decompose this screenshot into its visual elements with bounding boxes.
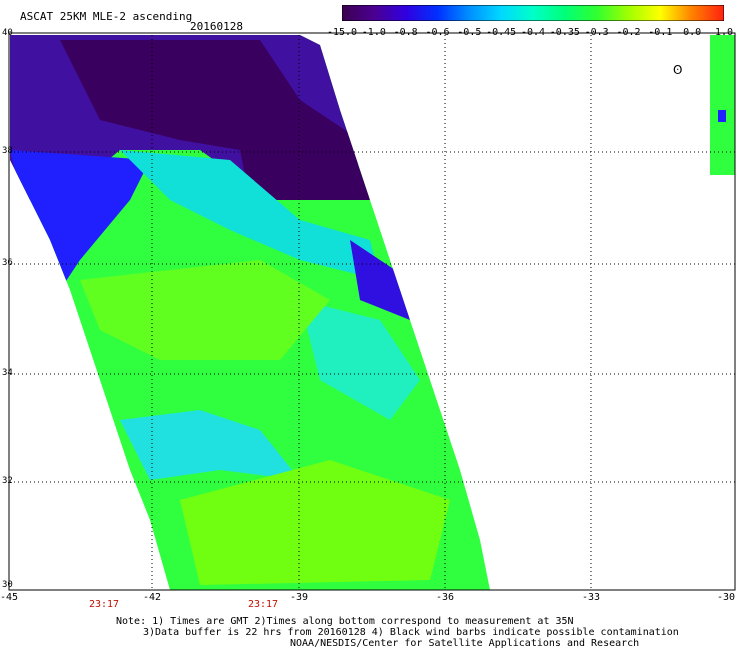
chart-title: ASCAT 25KM MLE-2 ascending: [20, 10, 193, 23]
colorbar-label: -0.1: [648, 27, 673, 38]
region-cyan-south: [120, 410, 300, 480]
lon-label-42: -42: [142, 592, 162, 603]
colorbar-label: 0.0: [683, 27, 702, 38]
note-line-1: Note: 1) Times are GMT 2)Times along bot…: [116, 616, 574, 627]
colorbar-label: -0.45: [486, 27, 517, 38]
symbol-marker: ʘ: [673, 63, 682, 77]
region-cyan-band: [120, 150, 380, 280]
lat-label-34: 34: [2, 368, 13, 378]
colorbar-label: -0.35: [549, 27, 580, 38]
colorbar-label: -0.3: [584, 27, 609, 38]
colorbar-label: 1.0: [714, 27, 734, 38]
lon-label-39: -39: [289, 592, 309, 603]
grid: [10, 35, 735, 590]
colorbar-label: -0.8: [393, 27, 418, 38]
plot-frame: [8, 32, 736, 591]
region-yellowgreen: [80, 260, 330, 360]
colorbar-label: -0.4: [520, 27, 546, 38]
colorbar-gradient: [342, 5, 724, 21]
region-cyan-east: [300, 300, 420, 420]
time-label-2: 23:17: [247, 599, 279, 610]
colorbar-label: -15.0: [326, 27, 358, 38]
colorbar: [342, 5, 724, 21]
lat-label-38: 38: [2, 146, 13, 156]
lon-label-30: -30: [716, 592, 736, 603]
colorbar-label: -1.0: [361, 27, 386, 38]
region-deep: [60, 40, 370, 200]
note-line-2: 3)Data buffer is 22 hrs from 20160128 4)…: [143, 627, 679, 638]
region-yellowgreen-south: [180, 460, 450, 585]
swath-east-sliver: [710, 35, 735, 175]
note-line-3: NOAA/NESDIS/Center for Satellite Applica…: [290, 638, 640, 649]
colorbar-label: -0.6: [425, 27, 450, 38]
lon-label-45: -45: [0, 592, 19, 603]
colorbar-label: -0.2: [616, 27, 641, 38]
chart-date: 20160128: [190, 20, 243, 33]
lat-label-40: 40: [2, 28, 13, 38]
lon-label-33: -33: [581, 592, 601, 603]
lat-label-36: 36: [2, 258, 13, 268]
colorbar-label: -0.5: [457, 27, 482, 38]
lat-label-32: 32: [2, 476, 13, 486]
time-label-1: 23:17: [88, 599, 120, 610]
lon-label-36: -36: [435, 592, 455, 603]
region-blue-east: [350, 240, 410, 320]
lat-label-30: 30: [2, 580, 13, 590]
